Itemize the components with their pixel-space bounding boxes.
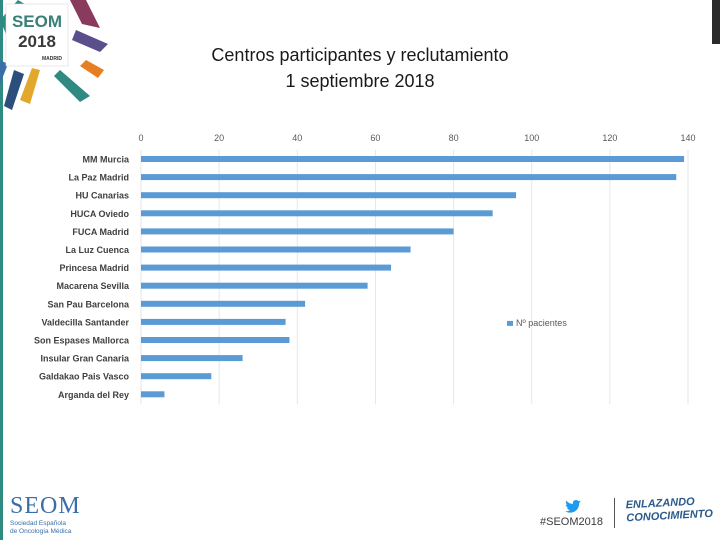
legend-label: Nº pacientes [516,318,567,328]
title-line-2: 1 septiembre 2018 [285,71,435,91]
category-label: Valdecilla Santander [41,317,129,327]
category-label: Son Espases Mallorca [34,336,130,346]
twitter-icon [565,500,581,513]
category-label: HU Canarias [75,191,129,201]
bar [141,300,306,307]
left-accent-rule [0,0,3,540]
footer-org-logo: SEOM Sociedad Española de Oncología Médi… [10,494,81,536]
category-label: MM Murcia [82,155,129,165]
bar [141,373,212,380]
category-label: FUCA Madrid [72,227,129,237]
bar [141,318,286,325]
chart-panel: 0 20 40 60 80 100 120 140 MM Murcia La Paz Madrid… [12,126,704,422]
category-label: Arganda del Rey [58,390,129,400]
footer-org-name: SEOM [10,493,81,519]
category-label: La Luz Cuenca [65,245,130,255]
legend-swatch [507,320,513,326]
bar [141,228,454,235]
category-label: Macarena Sevilla [56,281,130,291]
x-tick-label: 140 [680,133,695,143]
footer-hashtag: #SEOM2018 [540,516,603,528]
bar [141,391,165,398]
logo-wordmark: SEOM [12,12,62,31]
logo-city: MADRID [42,56,62,62]
x-tick-label: 100 [524,133,539,143]
x-tick-label: 0 [138,133,143,143]
bar [141,156,685,162]
right-accent-rule [712,0,720,44]
category-label: La Paz Madrid [68,173,129,183]
bar [141,246,411,253]
category-label: Galdakao Pais Vasco [39,372,130,382]
footer-tagline: ENLAZANDO CONOCIMIENTO [625,495,716,526]
bar [141,355,243,362]
seom-2018-logo: SEOM 2018 MADRID [0,0,108,110]
footer-org-line-1: Sociedad Española [10,520,67,527]
category-label: San Pau Barcelona [47,299,130,309]
bar [141,192,517,199]
x-tick-label: 80 [449,133,459,143]
category-label: Princesa Madrid [59,263,129,273]
bar-chart: 0 20 40 60 80 100 120 140 MM Murcia La Paz Madrid… [34,133,696,405]
footer-org-line-2: de Oncología Médica [10,528,72,535]
title-line-1: Centros participantes y reclutamiento [211,45,509,65]
category-label: HUCA Oviedo [70,209,129,219]
x-tick-label: 40 [292,133,302,143]
bar [141,282,368,289]
x-tick-label: 120 [602,133,617,143]
footer-divider [614,498,615,528]
bar [141,264,392,271]
x-tick-label: 20 [214,133,224,143]
x-tick-label: 60 [370,133,380,143]
bar [141,337,290,343]
bar [141,210,493,217]
category-label: Insular Gran Canaria [40,354,130,364]
logo-year: 2018 [18,32,56,51]
slide-title: Centros participantes y reclutamiento 1 … [150,42,570,94]
bar [141,174,677,181]
